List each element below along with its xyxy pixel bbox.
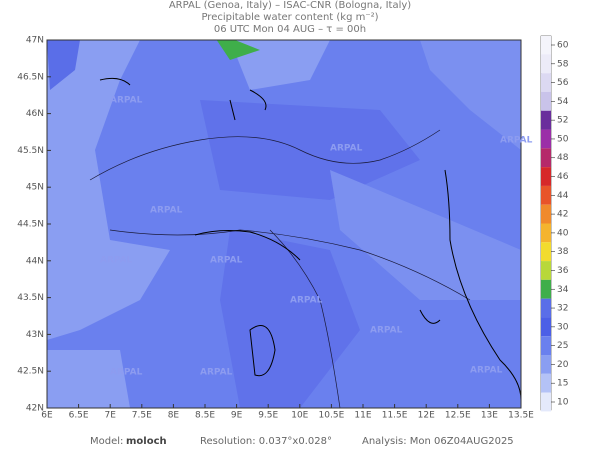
colorbar-segment xyxy=(541,355,551,374)
colorbar-label: 36 xyxy=(557,266,569,276)
colorbar-label: 30 xyxy=(557,322,569,332)
colorbar-label: 46 xyxy=(557,172,569,182)
colorbar-segment xyxy=(541,223,551,243)
field-mid xyxy=(330,170,521,300)
lat-label: 43N xyxy=(26,330,44,340)
field-dark xyxy=(220,230,360,408)
lat-label: 45.5N xyxy=(17,146,44,156)
lon-label: 6.5E xyxy=(69,411,89,421)
colorbar-label: 52 xyxy=(557,116,568,126)
colorbar-label: 15 xyxy=(557,379,568,389)
watermark: ARPAL xyxy=(200,368,233,378)
colorbar-label: 32 xyxy=(557,304,568,314)
footer-resolution: Resolution: 0.037°x0.028° xyxy=(200,436,332,447)
lon-label: 13E xyxy=(481,411,498,421)
watermark: ARPAL xyxy=(470,366,503,376)
colorbar-label: 10 xyxy=(557,398,569,408)
colorbar-label: 60 xyxy=(557,41,569,51)
watermark: ARPAL xyxy=(110,368,143,378)
colorbar-segment xyxy=(541,242,551,262)
colorbar-label: 42 xyxy=(557,210,568,220)
colorbar-segment xyxy=(541,298,551,318)
colorbar-label: 20 xyxy=(557,360,569,370)
lat-label: 47N xyxy=(26,36,44,46)
watermark: ARPAL xyxy=(330,144,363,154)
field-mid xyxy=(420,40,521,150)
colorbar-segment xyxy=(541,261,551,280)
colorbar-segment xyxy=(541,110,551,130)
lat-label: 44.5N xyxy=(17,220,44,230)
colorbar-label: 50 xyxy=(557,134,569,144)
colorbar-segment xyxy=(541,167,551,186)
colorbar-label: 58 xyxy=(557,59,569,69)
watermark: ARPAL xyxy=(370,326,403,336)
colorbar-label: 44 xyxy=(557,191,569,201)
lon-label: 7E xyxy=(104,411,116,421)
coastline xyxy=(194,169,521,401)
lon-label: 8E xyxy=(168,411,180,421)
lat-label: 46.5N xyxy=(17,72,44,82)
header-line: ARPAL (Genoa, Italy) – ISAC-CNR (Bologna… xyxy=(169,0,411,11)
colorbar-label: 38 xyxy=(557,247,569,257)
colorbar-segment xyxy=(541,204,551,224)
header-line: 06 UTC Mon 04 AUG – τ = 00h xyxy=(214,24,366,35)
lon-label: 9.5E xyxy=(258,411,278,421)
colorbar-label: 54 xyxy=(557,97,569,107)
watermark: ARPAL xyxy=(500,136,533,146)
colorbar-label: 48 xyxy=(557,153,569,163)
field-dark xyxy=(200,100,420,200)
colorbar-segment xyxy=(541,36,551,55)
colorbar-label: 56 xyxy=(557,78,569,88)
field-light xyxy=(47,40,170,340)
footer-model: moloch xyxy=(126,436,167,447)
colorbar-segment xyxy=(541,54,551,74)
lat-label: 44N xyxy=(26,256,44,266)
lon-label: 11.5E xyxy=(382,411,408,421)
colorbar-label: 34 xyxy=(557,285,569,295)
map-field xyxy=(47,40,521,408)
lakes xyxy=(99,77,267,121)
lon-label: 12E xyxy=(418,411,435,421)
lat-label: 45N xyxy=(26,183,44,193)
colorbar-segment xyxy=(541,317,551,337)
lon-label: 7.5E xyxy=(132,411,152,421)
lon-label: 12.5E xyxy=(445,411,471,421)
colorbar-segment xyxy=(541,91,551,111)
lat-label: 42.5N xyxy=(17,367,44,377)
colorbar-segment xyxy=(541,336,551,356)
colorbar-label: 40 xyxy=(557,228,569,238)
watermark: ARPAL xyxy=(100,256,133,266)
watermark: ARPAL xyxy=(150,206,183,216)
lon-label: 6E xyxy=(41,411,53,421)
field-light xyxy=(230,40,330,90)
watermark: ARPAL xyxy=(110,96,143,106)
lat-label: 43.5N xyxy=(17,293,44,303)
colorbar-segment xyxy=(541,129,551,149)
header-line: Precipitable water content (kg m⁻²) xyxy=(201,12,378,23)
colorbar-label: 25 xyxy=(557,341,568,351)
lon-label: 9E xyxy=(231,411,243,421)
lon-label: 8.5E xyxy=(195,411,215,421)
lon-label: 11E xyxy=(354,411,371,421)
watermark: ARPAL xyxy=(290,296,323,306)
lon-label: 13.5E xyxy=(508,411,534,421)
field-dark xyxy=(47,40,80,90)
footer-analysis: Analysis: Mon 06Z04AUG2025 xyxy=(362,436,514,447)
colorbar-segment xyxy=(541,392,551,412)
watermark: ARPAL xyxy=(210,256,243,266)
lon-label: 10E xyxy=(291,411,308,421)
lon-label: 10.5E xyxy=(319,411,345,421)
footer-label: Model: xyxy=(90,436,123,447)
lat-label: 42N xyxy=(26,404,44,414)
colorbar-segment xyxy=(541,185,551,205)
field-green xyxy=(216,40,260,60)
colorbar-segment xyxy=(541,373,551,393)
field-light xyxy=(47,350,130,408)
colorbar-segment xyxy=(541,73,551,92)
colorbar-segment xyxy=(541,148,551,168)
colorbar-segment xyxy=(541,279,551,299)
lat-label: 46N xyxy=(26,109,44,119)
